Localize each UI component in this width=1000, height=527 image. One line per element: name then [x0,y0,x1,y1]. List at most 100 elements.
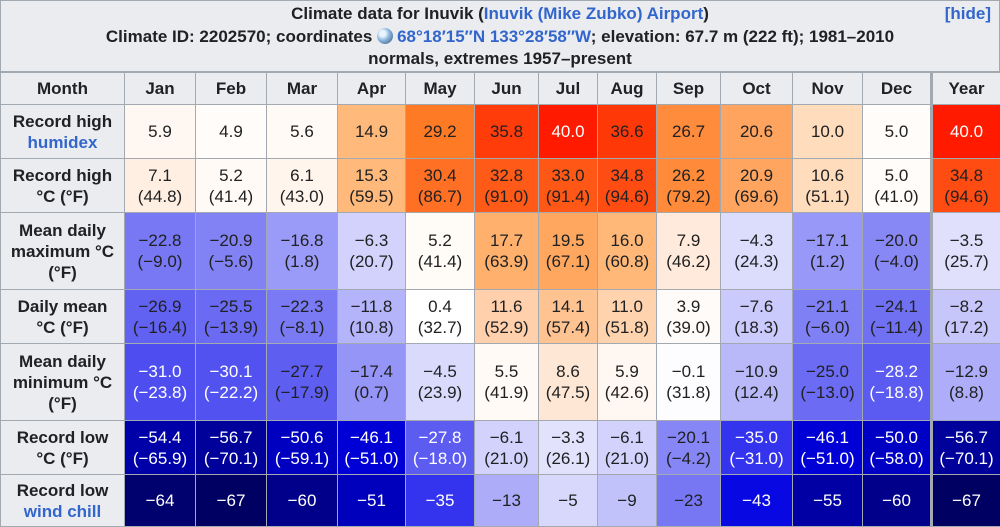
cell-value-fahrenheit: (21.0) [475,448,538,469]
cell-value-fahrenheit: (42.6) [598,382,656,403]
cell-value-fahrenheit: (−6.0) [793,317,862,338]
header-mar: Mar [267,73,338,105]
data-cell: 5.5(41.9) [475,344,539,421]
row-header-line: (°F) [1,262,124,283]
data-cell: 11.6(52.9) [475,290,539,344]
cell-value-fahrenheit: (57.4) [539,317,597,338]
data-cell: −23 [657,475,721,527]
cell-value: −9 [598,490,656,511]
cell-value: −6.3 [338,230,405,251]
cell-value: −17.4 [338,361,405,382]
cell-value: −22.3 [267,296,337,317]
cell-value: −17.1 [793,230,862,251]
row-header-line: maximum °C [1,241,124,262]
data-cell: −10.9(12.4) [721,344,793,421]
data-cell: −55 [793,475,863,527]
data-cell: 8.6(47.5) [539,344,598,421]
data-cell: 34.8(94.6) [598,159,657,213]
cell-value: 5.0 [863,121,930,142]
cell-value: 17.7 [475,230,538,251]
data-cell: −4.3(24.3) [721,213,793,290]
data-cell: 5.9 [125,105,196,159]
row-header-link[interactable]: wind chill [1,501,124,522]
cell-value: −31.0 [125,361,195,382]
coordinates-link[interactable]: 68°18′15″N 133°28′58″W [397,27,591,46]
cell-value: 7.1 [125,165,195,186]
row-header-line: Record low [1,427,124,448]
cell-value-fahrenheit: (−16.4) [125,317,195,338]
cell-value-fahrenheit: (94.6) [598,186,656,207]
cell-value-fahrenheit: (17.2) [933,317,1000,338]
data-cell: −17.4(0.7) [338,344,406,421]
table-row: Record high°C (°F)7.1(44.8)5.2(41.4)6.1(… [1,159,1000,213]
cell-value-fahrenheit: (41.4) [196,186,266,207]
data-cell: −26.9(−16.4) [125,290,196,344]
cell-value: 40.0 [539,121,597,142]
cell-value-fahrenheit: (23.9) [406,382,474,403]
cell-value: 5.9 [598,361,656,382]
data-cell: −5 [539,475,598,527]
cell-value: −10.9 [721,361,792,382]
data-cell: 26.7 [657,105,721,159]
row-header-line: Mean daily [1,351,124,372]
cell-value: 8.6 [539,361,597,382]
cell-value: 16.0 [598,230,656,251]
data-cell: 14.1(57.4) [539,290,598,344]
cell-value-fahrenheit: (−8.1) [267,317,337,338]
data-cell: 5.0(41.0) [863,159,932,213]
cell-value: −20.9 [196,230,266,251]
cell-value: −4.5 [406,361,474,382]
data-cell: −8.2(17.2) [932,290,1000,344]
cell-value-fahrenheit: (−65.9) [125,448,195,469]
data-cell: −50.0(−58.0) [863,421,932,475]
airport-link[interactable]: Inuvik (Mike Zubko) Airport [484,4,703,23]
cell-value: 5.6 [267,121,337,142]
cell-value: −16.8 [267,230,337,251]
data-cell: 4.9 [196,105,267,159]
cell-value: −27.8 [406,427,474,448]
cell-value: −27.7 [267,361,337,382]
cell-value-fahrenheit: (1.8) [267,251,337,272]
hide-toggle-link[interactable]: [hide] [945,3,991,26]
caption-title-suffix: ) [703,4,709,23]
cell-value: 7.9 [657,230,720,251]
cell-value: −35.0 [721,427,792,448]
cell-value: 26.2 [657,165,720,186]
cell-value: 11.6 [475,296,538,317]
cell-value-fahrenheit: (−51.0) [338,448,405,469]
data-cell: 14.9 [338,105,406,159]
data-cell: −28.2(−18.8) [863,344,932,421]
data-cell: −67 [196,475,267,527]
cell-value-fahrenheit: (24.3) [721,251,792,272]
cell-value: −23 [657,490,720,511]
cell-value: 11.0 [598,296,656,317]
cell-value-fahrenheit: (−70.1) [933,448,1000,469]
data-cell: −3.3(26.1) [539,421,598,475]
cell-value: 5.9 [125,121,195,142]
cell-value: −3.3 [539,427,597,448]
globe-icon[interactable] [377,28,393,44]
header-jul: Jul [539,73,598,105]
cell-value-fahrenheit: (−31.0) [721,448,792,469]
cell-value-fahrenheit: (−5.6) [196,251,266,272]
cell-value-fahrenheit: (67.1) [539,251,597,272]
cell-value: −46.1 [338,427,405,448]
cell-value: −60 [267,490,337,511]
cell-value: −54.4 [125,427,195,448]
data-cell: −50.6(−59.1) [267,421,338,475]
cell-value-fahrenheit: (51.1) [793,186,862,207]
data-cell: −64 [125,475,196,527]
data-cell: 34.8(94.6) [932,159,1000,213]
cell-value: 40.0 [933,121,1000,142]
header-feb: Feb [196,73,267,105]
cell-value-fahrenheit: (46.2) [657,251,720,272]
cell-value-fahrenheit: (10.8) [338,317,405,338]
cell-value: −35 [406,490,474,511]
data-cell: −51 [338,475,406,527]
row-header-link[interactable]: humidex [1,132,124,153]
cell-value-fahrenheit: (−13.0) [793,382,862,403]
